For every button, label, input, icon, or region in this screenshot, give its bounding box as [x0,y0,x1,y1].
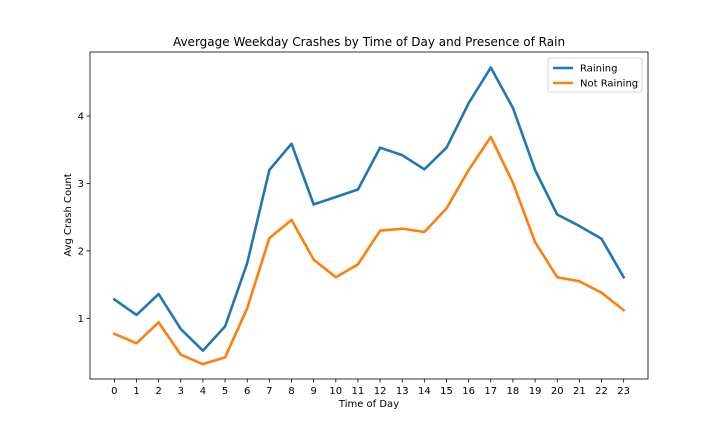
plot-area [90,52,648,379]
data-point [401,154,404,157]
data-point [290,219,293,222]
data-point [135,342,138,345]
y-tick-label: 2 [78,246,84,257]
data-point [135,314,138,317]
x-tick-label: 6 [244,386,250,397]
x-tick-label: 22 [595,386,608,397]
data-point [202,349,205,352]
data-point [379,229,382,232]
legend-label: Not Raining [580,79,638,90]
x-tick-label: 5 [222,386,228,397]
data-point [157,293,160,296]
data-point [334,276,337,279]
data-point [534,169,537,172]
x-tick-label: 17 [484,386,497,397]
x-tick-label: 1 [133,386,139,397]
data-point [246,307,249,310]
data-point [512,182,515,185]
x-tick-label: 13 [396,386,409,397]
data-point [113,333,116,336]
data-point [489,66,492,69]
x-tick-label: 4 [200,386,206,397]
y-axis-label: Avg Crash Count [63,173,74,256]
data-point [357,263,360,266]
x-tick-label: 7 [266,386,272,397]
data-point [224,356,227,359]
data-point [467,169,470,172]
x-tick-label: 20 [551,386,564,397]
data-point [113,298,116,301]
chart-title: Avergage Weekday Crashes by Time of Day … [173,35,565,49]
x-tick-label: 0 [111,386,117,397]
x-axis-label: Time of Day [338,399,399,410]
x-tick-label: 14 [418,386,431,397]
data-point [423,231,426,234]
data-point [578,280,581,283]
data-point [290,142,293,145]
data-point [268,237,271,240]
data-point [622,276,625,279]
x-tick-label: 11 [352,386,365,397]
data-point [600,237,603,240]
x-tick-label: 12 [374,386,387,397]
x-tick-label: 19 [529,386,542,397]
x-tick-label: 16 [462,386,475,397]
legend: Raining Not Raining [547,57,643,93]
data-point [622,309,625,312]
x-tick-label: 18 [507,386,520,397]
data-point [534,241,537,244]
data-point [179,353,182,356]
data-point [224,325,227,328]
plot-frame [89,51,649,380]
y-tick-label: 3 [78,179,84,190]
y-tick-label: 1 [78,314,84,325]
data-point [600,291,603,294]
data-point [202,363,205,366]
data-point [334,196,337,199]
data-point [401,227,404,230]
data-point [556,213,559,216]
x-tick-label: 10 [329,386,342,397]
data-point [556,276,559,279]
data-point [445,207,448,210]
data-point [423,168,426,171]
data-point [157,321,160,324]
data-point [467,102,470,105]
y-tick-label: 4 [78,112,84,123]
series-line-not-raining [112,135,626,366]
data-point [179,328,182,331]
data-point [489,136,492,139]
x-tick-label: 8 [288,386,294,397]
axes-layer: 0 1 2 3 4 5 6 7 8 9 10 11 12 13 14 15 16 17 18 19 20 21 22 2312… [78,51,649,397]
data-point [312,258,315,261]
x-tick-label: 9 [310,386,316,397]
x-tick-label: 23 [617,386,630,397]
series-layer [112,66,626,366]
data-point [246,262,249,265]
data-point [357,188,360,191]
legend-label: Raining [580,64,617,75]
data-point [512,107,515,110]
x-tick-label: 15 [440,386,453,397]
plot-background [90,52,648,379]
series-line-raining [112,66,626,352]
x-tick-label: 3 [178,386,184,397]
data-point [445,146,448,149]
x-tick-label: 21 [573,386,586,397]
data-point [379,146,382,149]
data-point [268,169,271,172]
x-tick-label: 2 [155,386,161,397]
data-point [578,225,581,228]
data-point [312,203,315,206]
